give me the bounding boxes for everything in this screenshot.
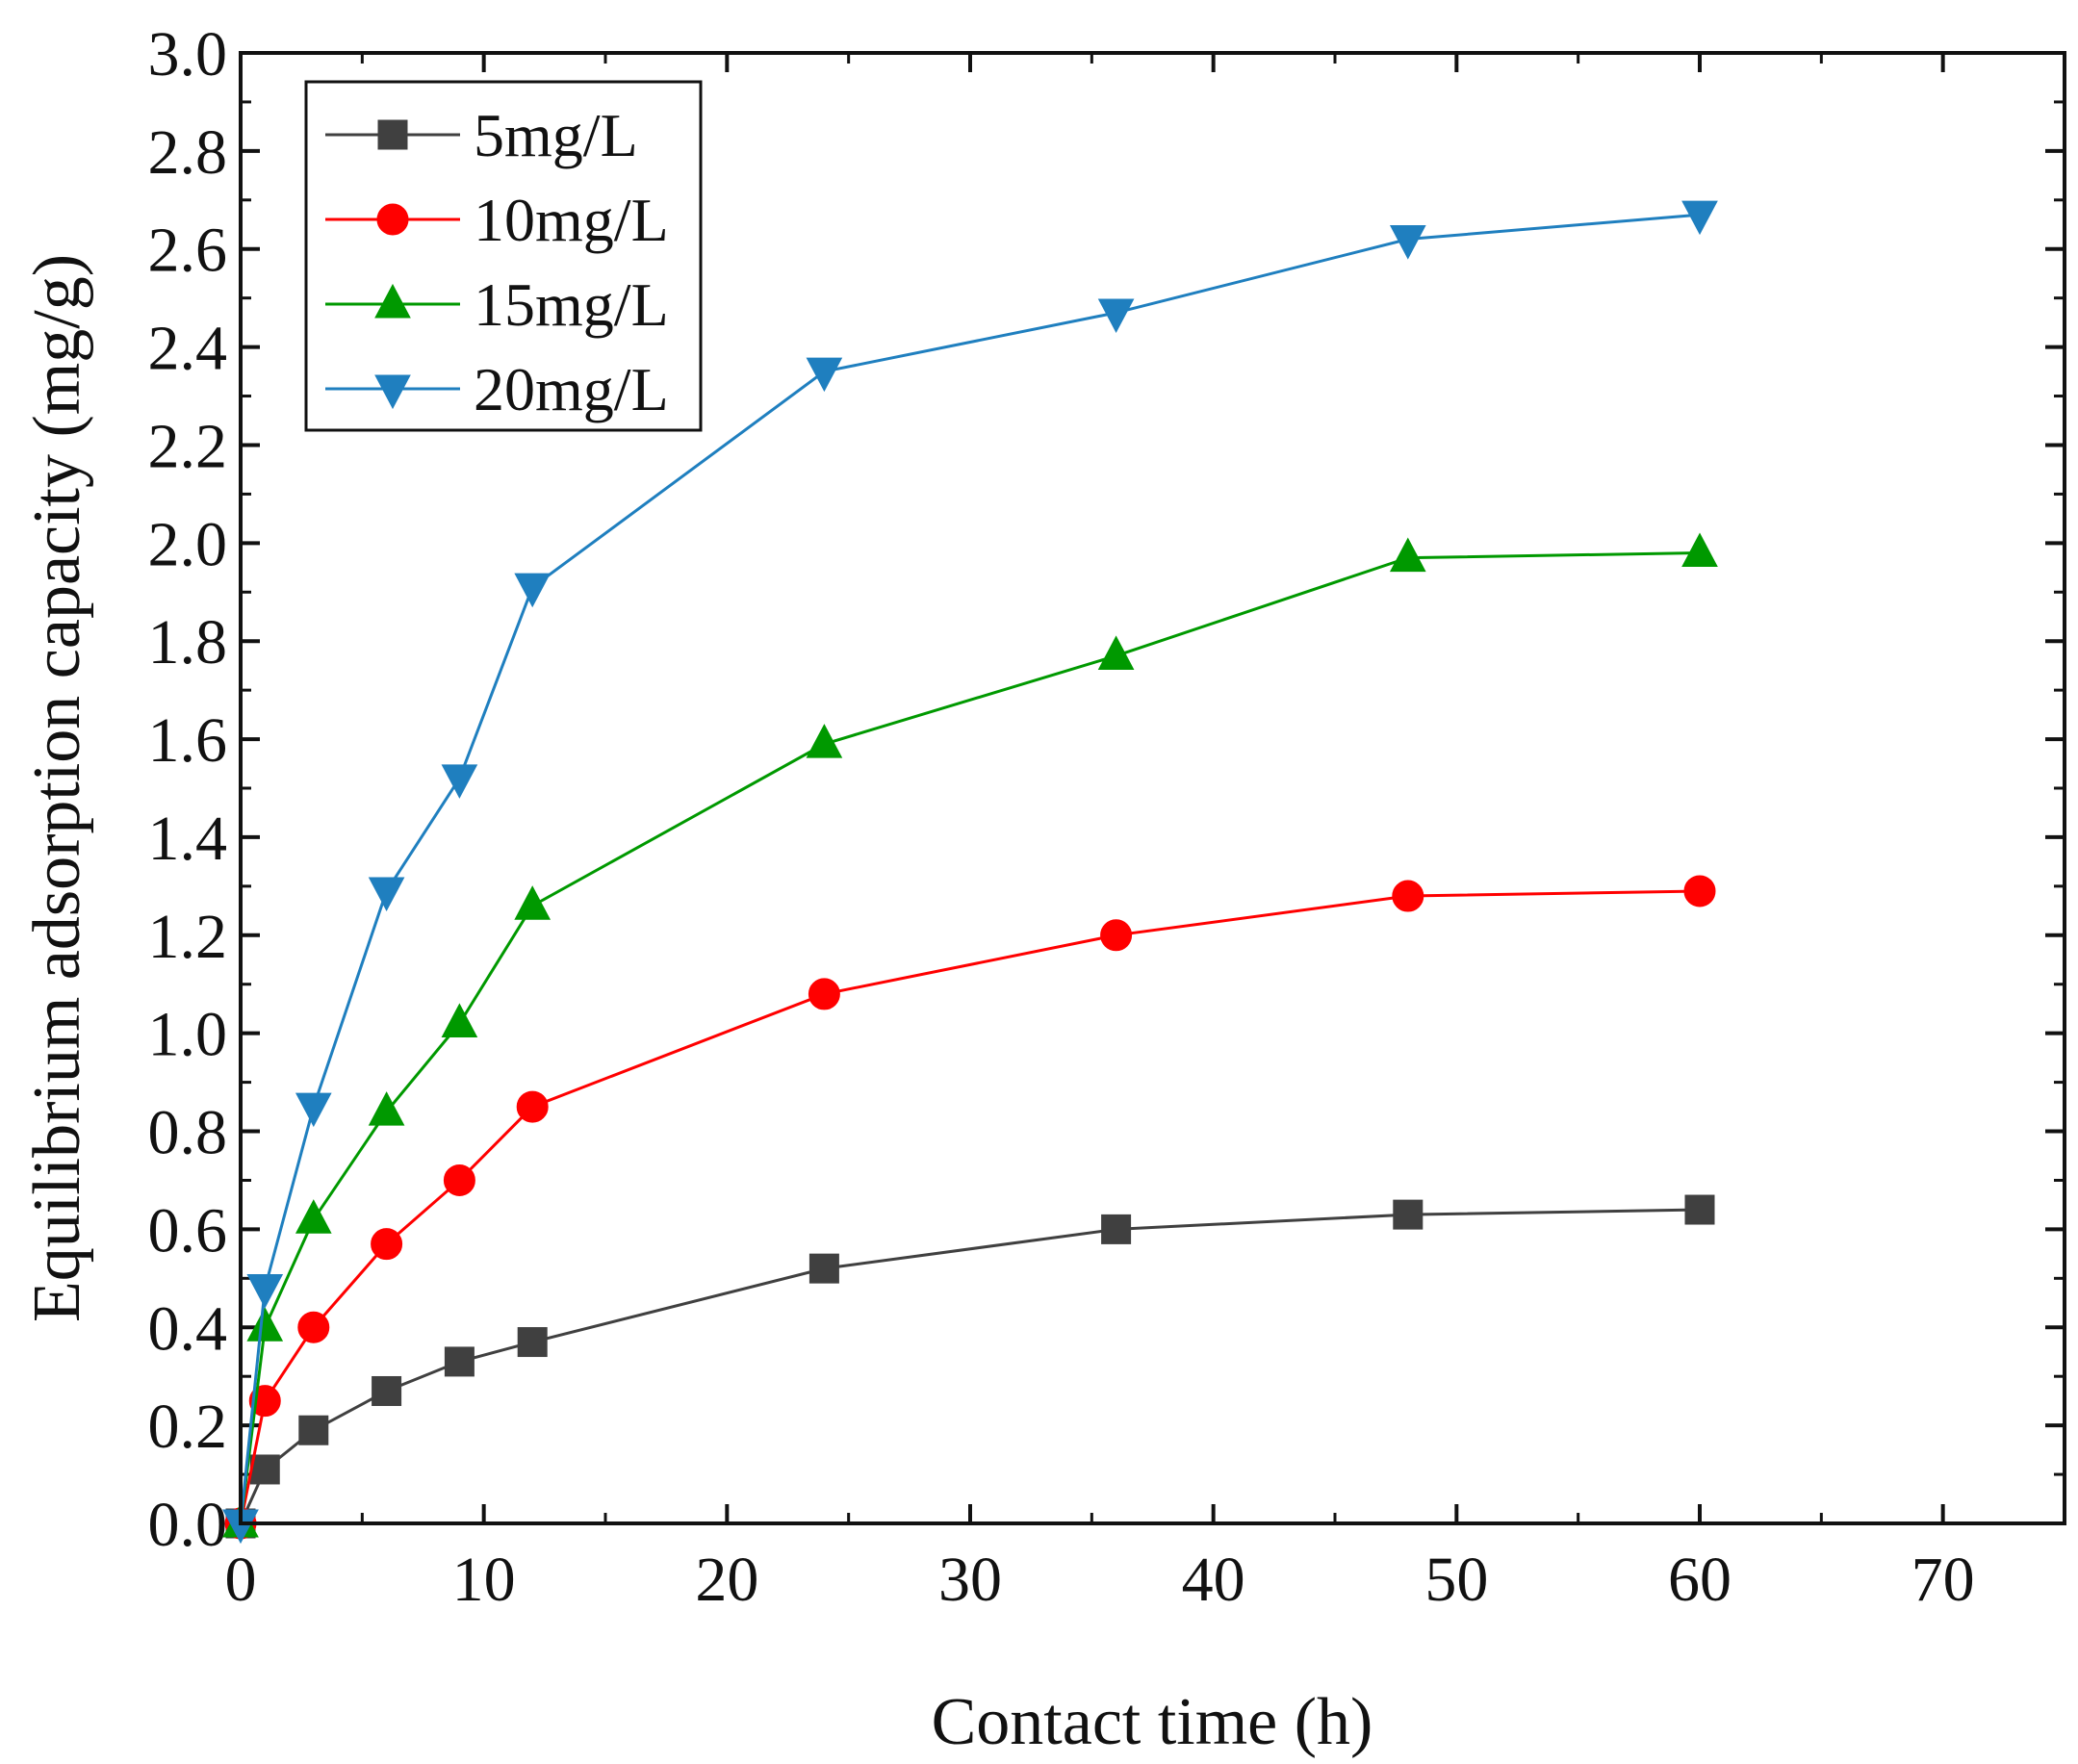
y-tick-label: 0.8 [148, 1098, 228, 1168]
data-point [441, 1003, 478, 1037]
legend-item: 15mg/L [325, 270, 669, 339]
data-point [444, 1346, 475, 1377]
data-point [1101, 1214, 1132, 1244]
y-tick-label: 2.0 [148, 509, 228, 579]
x-tick-label: 20 [695, 1545, 758, 1615]
x-tick-label: 40 [1182, 1545, 1245, 1615]
legend-marker [377, 119, 408, 150]
legend-label: 15mg/L [474, 270, 669, 339]
y-tick-label: 2.2 [148, 411, 228, 481]
x-tick-label: 50 [1424, 1545, 1488, 1615]
y-tick-label: 3.0 [148, 19, 228, 89]
legend-item: 10mg/L [325, 186, 669, 254]
legend-label: 20mg/L [474, 355, 669, 423]
y-tick-label: 1.0 [148, 1000, 228, 1070]
data-point [246, 1274, 284, 1309]
data-point [246, 1307, 284, 1342]
x-tick-label: 0 [225, 1545, 257, 1615]
data-point [368, 877, 405, 912]
x-axis-title: Contact time (h) [932, 1685, 1373, 1759]
plot-frame [239, 51, 2066, 1525]
y-tick-label: 0.2 [148, 1392, 228, 1462]
data-point [249, 1454, 280, 1485]
data-point [1097, 298, 1135, 334]
legend-marker [374, 283, 411, 319]
data-point [372, 1375, 402, 1406]
y-tick-label: 0.4 [148, 1293, 228, 1364]
data-point [1097, 635, 1135, 670]
y-tick-label: 1.8 [148, 607, 228, 677]
y-tick-label: 1.4 [148, 804, 228, 874]
data-point [517, 1327, 548, 1358]
legend-item: 5mg/L [325, 101, 638, 169]
data-point [1683, 875, 1716, 908]
data-point [514, 885, 552, 920]
y-axis-title: Equilibrium adsorption capacity (mg/g) [20, 254, 94, 1322]
data-point [1392, 880, 1424, 912]
series-1 [225, 1194, 1715, 1539]
legend-marker [374, 374, 411, 410]
data-point [1389, 225, 1426, 260]
legend-item: 20mg/L [325, 355, 669, 423]
legend-marker [376, 203, 409, 236]
x-tick-label: 30 [938, 1545, 1002, 1615]
y-tick-label: 0.0 [148, 1490, 228, 1560]
data-point [806, 357, 843, 393]
series-line [239, 213, 1701, 1524]
x-tick-label: 70 [1911, 1545, 1975, 1615]
data-point [808, 1253, 839, 1284]
series-4 [222, 200, 1718, 1545]
series-line [239, 1208, 1701, 1524]
data-point [1389, 537, 1426, 573]
data-point [1100, 919, 1133, 952]
series-line [239, 551, 1701, 1524]
y-tick-label: 2.6 [148, 216, 228, 286]
data-point [298, 1415, 329, 1445]
data-point [371, 1228, 403, 1261]
y-tick-label: 2.4 [148, 314, 228, 384]
data-point [295, 1092, 332, 1128]
data-point [1393, 1199, 1424, 1230]
legend-label: 5mg/L [474, 101, 638, 169]
series-line [239, 889, 1701, 1524]
y-tick-label: 1.6 [148, 705, 228, 776]
y-tick-label: 2.8 [148, 117, 228, 188]
data-point [297, 1311, 330, 1343]
x-tick-label: 60 [1668, 1545, 1732, 1615]
data-point [808, 978, 840, 1010]
data-point [1684, 1194, 1715, 1225]
data-point [441, 764, 478, 799]
x-tick-label: 10 [452, 1545, 516, 1615]
data-point [1681, 200, 1718, 236]
series-3 [222, 532, 1718, 1538]
legend: 5mg/L 10mg/L 15mg/L 20mg/L [304, 80, 703, 432]
data-point [1681, 532, 1718, 568]
data-point [806, 724, 843, 758]
y-tick-label: 1.2 [148, 902, 228, 972]
data-point [514, 573, 552, 608]
data-point [516, 1090, 549, 1123]
data-point [368, 1091, 405, 1126]
data-point [295, 1199, 332, 1234]
legend-label: 10mg/L [474, 186, 669, 254]
legend-box [304, 80, 703, 432]
y-tick-label: 0.6 [148, 1195, 228, 1265]
data-point [443, 1163, 475, 1196]
